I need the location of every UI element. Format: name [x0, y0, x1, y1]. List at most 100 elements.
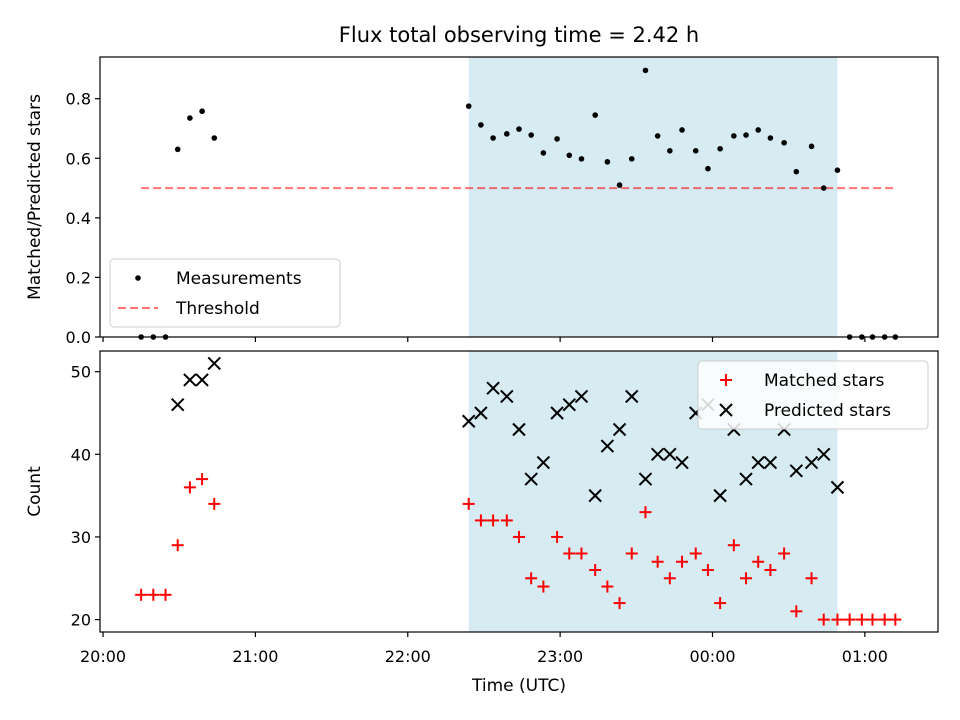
- y-tick-label: 50: [71, 363, 91, 382]
- data-point: [834, 167, 841, 173]
- legend-box: [109, 258, 341, 328]
- data-point: [183, 373, 197, 387]
- observing-span: [468, 57, 838, 337]
- data-point: [566, 152, 573, 159]
- data-point: [536, 455, 551, 470]
- data-point: [486, 381, 500, 395]
- axes-frame: [99, 350, 939, 633]
- data-point: [462, 414, 476, 428]
- data-point: [513, 530, 525, 543]
- data-point: [500, 514, 513, 527]
- data-point: [540, 150, 547, 156]
- data-point: [211, 135, 218, 141]
- data-point: [638, 472, 653, 486]
- data-point: [805, 572, 818, 585]
- data-point: [889, 613, 902, 626]
- data-point: [650, 447, 665, 462]
- data-point: [628, 156, 635, 162]
- data-point: [679, 127, 685, 133]
- data-point: [516, 126, 522, 132]
- x-tick-label: 01:00: [842, 647, 888, 666]
- data-point: [500, 389, 514, 404]
- x-tick-label: 21:00: [232, 647, 278, 666]
- data-point: [767, 135, 774, 141]
- legend-label: Predicted stars: [764, 401, 891, 421]
- data-point: [855, 613, 868, 626]
- data-point: [752, 555, 765, 568]
- data-point: [743, 132, 749, 138]
- y-tick-label: 0.4: [66, 209, 91, 228]
- data-point: [147, 588, 160, 601]
- data-point: [817, 447, 831, 462]
- data-point: [714, 597, 727, 610]
- y-tick-label: 30: [71, 528, 91, 547]
- legend-box: [697, 360, 929, 430]
- data-point: [778, 547, 791, 560]
- data-point: [625, 547, 638, 560]
- x-tick-label: 20:00: [80, 647, 126, 666]
- data-point: [790, 605, 803, 618]
- data-point: [667, 148, 673, 154]
- x-tick-label: 22:00: [385, 647, 431, 666]
- y-tick-label: 40: [71, 445, 91, 464]
- data-point: [187, 115, 193, 121]
- data-point: [588, 488, 602, 503]
- data-point: [705, 165, 711, 172]
- data-point: [551, 530, 564, 543]
- legend: Measurements Threshold: [109, 258, 341, 328]
- data-point: [601, 580, 614, 593]
- data-point: [474, 406, 488, 420]
- data-point: [763, 455, 778, 470]
- legend-marker: [719, 403, 733, 417]
- data-point: [528, 132, 534, 138]
- data-point: [642, 67, 649, 74]
- data-point: [613, 597, 626, 610]
- y-tick-label: 0.6: [66, 149, 91, 168]
- y-axis-label: Count: [25, 466, 45, 517]
- data-point: [731, 133, 737, 139]
- data-point: [487, 514, 500, 527]
- chart-title: Flux total observing time = 2.42 h: [339, 23, 699, 47]
- y-tick-label: 20: [71, 611, 91, 630]
- data-point: [195, 373, 209, 387]
- data-point: [740, 572, 753, 585]
- data-point: [739, 472, 753, 486]
- data-point: [170, 398, 185, 412]
- data-point: [676, 555, 689, 568]
- data-point: [575, 547, 588, 560]
- data-point: [781, 139, 787, 146]
- data-point: [654, 133, 661, 139]
- data-point: [755, 127, 762, 133]
- data-point: [183, 481, 196, 494]
- legend-label: Threshold: [175, 299, 260, 319]
- data-point: [554, 136, 560, 142]
- data-point: [689, 547, 702, 560]
- data-point: [159, 588, 172, 601]
- data-point: [478, 122, 484, 128]
- data-point: [717, 145, 723, 152]
- data-point: [196, 473, 209, 486]
- ratio-panel: 0.0 0.2 0.4 0.6 0.8 Matched/Predicted stars Me…: [25, 56, 939, 347]
- count-panel: 20 30 40 50 20:00 21:00 22:00 23:00 00:00 01:00 Co…: [25, 350, 939, 666]
- data-point: [207, 356, 221, 371]
- data-point: [843, 613, 856, 626]
- data-point: [692, 148, 699, 154]
- data-point: [789, 464, 804, 478]
- data-point: [525, 572, 538, 585]
- data-point: [751, 455, 765, 470]
- data-point: [831, 613, 844, 626]
- data-point: [866, 613, 879, 626]
- data-point: [604, 159, 611, 165]
- y-tick-label: 0.8: [66, 90, 91, 109]
- data-point: [589, 564, 602, 577]
- data-point: [727, 539, 740, 552]
- data-point: [474, 514, 487, 527]
- data-point: [563, 547, 576, 560]
- legend-marker: [720, 374, 732, 386]
- data-point: [550, 406, 564, 420]
- y-axis-label: Matched/Predicted stars: [25, 94, 45, 300]
- legend-label: Matched stars: [764, 371, 884, 391]
- data-point: [878, 613, 891, 626]
- data-point: [808, 143, 815, 150]
